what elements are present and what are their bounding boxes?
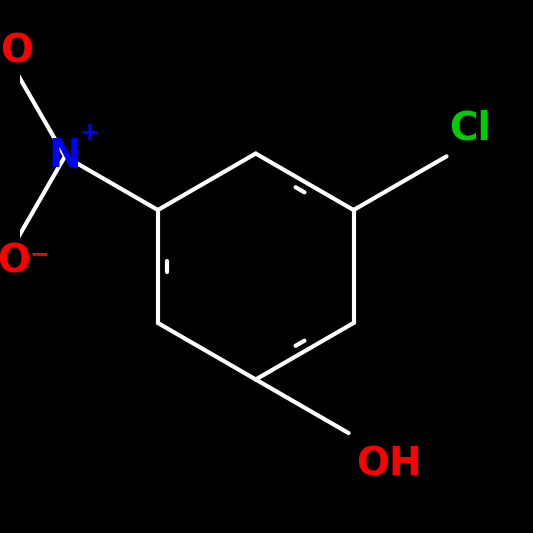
- Text: +: +: [79, 121, 99, 145]
- Text: OH: OH: [357, 446, 422, 484]
- Text: Cl: Cl: [449, 109, 491, 147]
- Text: O: O: [0, 32, 33, 70]
- Text: O: O: [0, 243, 30, 280]
- Text: N: N: [49, 138, 81, 175]
- Text: −: −: [29, 243, 49, 266]
